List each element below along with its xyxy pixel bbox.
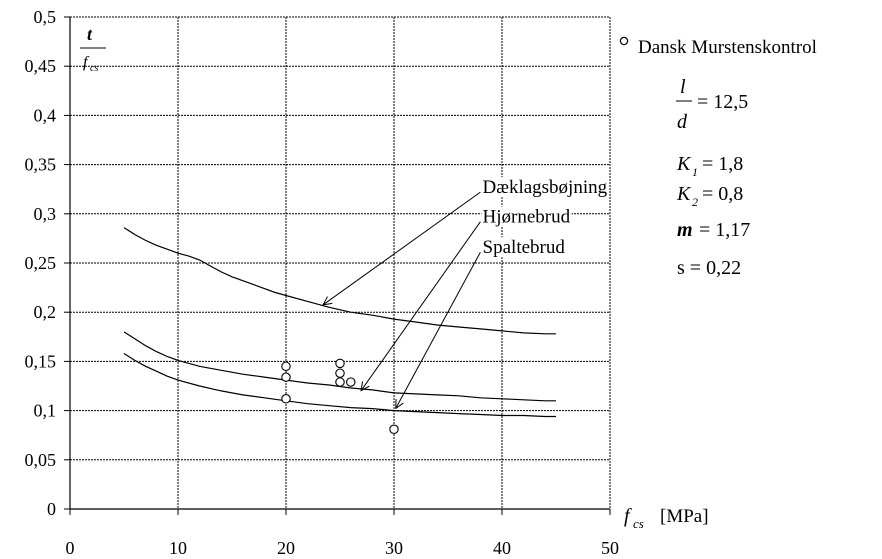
curve-hjornebrud <box>123 331 556 402</box>
x-tick-label: 30 <box>385 538 403 558</box>
x-tick-label: 0 <box>66 538 75 558</box>
param-mu-value: = 1,17 <box>699 219 750 241</box>
x-axis-label-sub: cs <box>633 516 644 531</box>
x-tick-label: 10 <box>169 538 187 558</box>
x-axis-label-unit: [MPa] <box>660 506 709 527</box>
annotation-label-bg-daeklagsbojning <box>481 177 609 198</box>
y-tick-label: 0,2 <box>34 302 57 322</box>
data-point <box>346 377 356 387</box>
param-mu-main: m <box>677 219 693 241</box>
param-ratio-numerator: l <box>680 76 686 98</box>
y-tick-label: 0,5 <box>34 7 57 27</box>
y-tick-label: 0,35 <box>25 155 57 175</box>
annotation-arrow-spaltebrud <box>396 251 481 407</box>
x-axis-label: f cs [MPa] <box>624 505 709 531</box>
legend-marker-circle-icon <box>619 36 629 46</box>
annotation-label-bg-spaltebrud <box>481 237 567 258</box>
y-tick-label: 0,45 <box>25 56 57 76</box>
param-k2-sub: 2 <box>692 195 698 209</box>
data-point <box>335 377 345 387</box>
y-tick-label: 0,4 <box>34 105 57 125</box>
y-axis-label-denominator: f <box>83 54 90 71</box>
y-axis-label: t f cs <box>80 24 106 74</box>
x-tick-label: 40 <box>493 538 511 558</box>
curve-daeklagsbojning <box>123 227 556 335</box>
x-tick-label: 50 <box>601 538 619 558</box>
data-point <box>281 394 291 404</box>
y-tick-label: 0,3 <box>34 204 57 224</box>
param-k1-value: = 1,8 <box>702 153 743 175</box>
annotation-arrow-hjornebrud <box>362 221 481 390</box>
y-tick-label: 0,05 <box>25 450 57 470</box>
y-tick-label: 0,15 <box>25 351 57 371</box>
annotations: Dæklagsbøjning Hjørnebrud Spaltebrud <box>324 177 609 407</box>
annotation-arrow-daeklagsbojning <box>324 191 481 304</box>
grid-lines <box>70 16 611 509</box>
param-k2-value: = 0,8 <box>702 183 743 205</box>
data-point <box>335 358 345 369</box>
parameters-block: l d = 12,5 K 1 = 1,8 K 2 = 0,8 m = 1,17 … <box>676 76 750 279</box>
param-k2-main: K <box>676 183 692 205</box>
data-point <box>281 361 291 372</box>
param-ratio-denominator: d <box>677 111 688 133</box>
data-point <box>389 424 399 435</box>
param-k1-sub: 1 <box>692 165 698 179</box>
annotation-label-hjornebrud: Hjørnebrud <box>483 207 571 228</box>
annotation-label-spaltebrud: Spaltebrud <box>483 237 566 258</box>
legend: Dansk Murstenskontrol <box>619 36 817 58</box>
data-point <box>281 372 291 382</box>
y-tick-labels: 0 0,05 0,1 0,15 0,2 0,25 0,3 0,35 0,4 0,45 0,5 <box>25 7 57 519</box>
x-axis-label-main: f <box>624 505 632 527</box>
x-tick-label: 20 <box>277 538 295 558</box>
annotation-label-bg-hjornebrud <box>481 206 572 227</box>
axes <box>64 16 611 515</box>
y-axis-label-numerator: t <box>87 24 93 44</box>
param-s: s = 0,22 <box>677 257 741 279</box>
y-tick-label: 0 <box>47 499 56 519</box>
x-tick-labels: 0 10 20 30 40 50 <box>66 538 620 558</box>
data-point <box>335 368 345 378</box>
y-axis-label-denominator-sub: cs <box>90 63 98 74</box>
annotation-label-daeklagsbojning: Dæklagsbøjning <box>483 177 608 198</box>
legend-label: Dansk Murstenskontrol <box>638 37 817 58</box>
param-k1-main: K <box>676 153 692 175</box>
curves <box>123 227 556 418</box>
y-tick-label: 0,25 <box>25 253 57 273</box>
curve-spaltebrud <box>123 352 556 418</box>
data-points <box>281 358 399 435</box>
y-tick-label: 0,1 <box>34 401 57 421</box>
param-ratio-value: = 12,5 <box>697 91 748 113</box>
